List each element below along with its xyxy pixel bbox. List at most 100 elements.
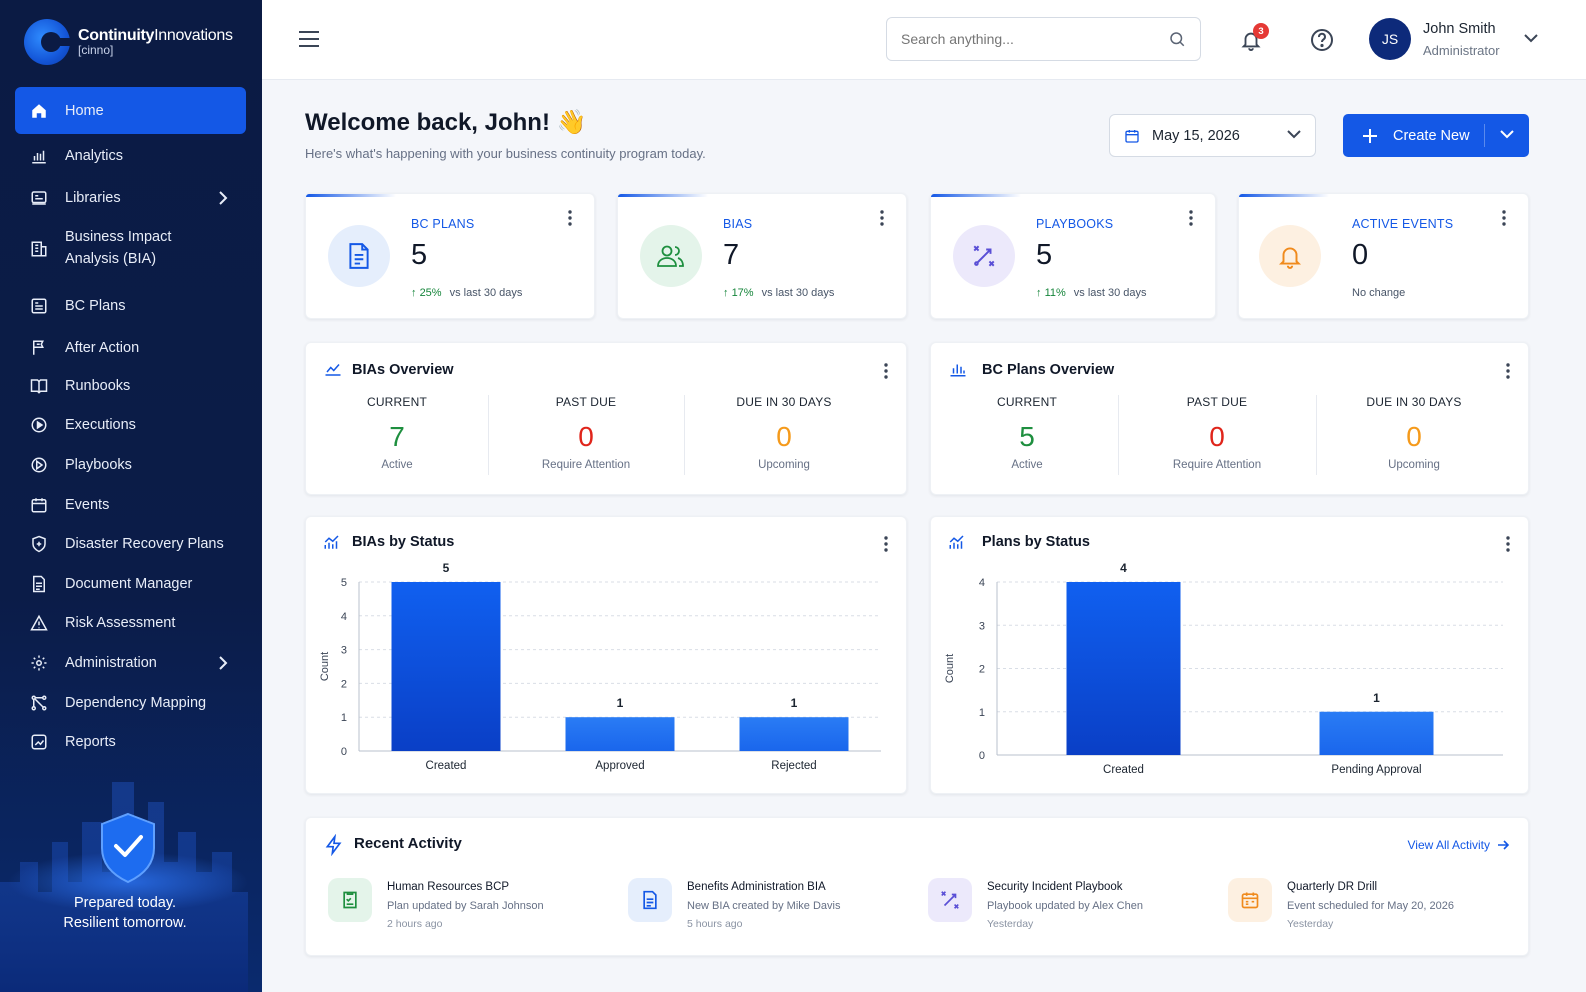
sidebar-item-bia[interactable]: Business Impact Analysis (BIA) — [15, 225, 246, 273]
sidebar-item-after-action[interactable]: After Action — [15, 328, 246, 368]
sidebar-item-runbooks[interactable]: Runbooks — [15, 366, 246, 406]
sidebar-item-label: After Action — [65, 340, 140, 356]
sidebar-item-bc-plans[interactable]: BC Plans — [15, 286, 246, 326]
sidebar-item-label: Disaster Recovery Plans — [65, 536, 224, 552]
calendar-icon — [29, 495, 49, 515]
activity-time: 2 hours ago — [387, 918, 443, 930]
y-tick-label: 4 — [341, 611, 347, 623]
search-input[interactable] — [901, 31, 1168, 47]
bar-pending-approval — [1319, 711, 1434, 755]
y-tick-label: 2 — [979, 664, 985, 676]
chevron-down-icon[interactable] — [1500, 129, 1514, 139]
bar-value-label: 4 — [1120, 561, 1127, 575]
search-icon[interactable] — [1168, 30, 1186, 48]
sidebar-tagline: Prepared today. Resilient tomorrow. — [0, 893, 250, 933]
y-axis-label: Count — [944, 654, 956, 683]
more-vertical-icon[interactable] — [884, 536, 888, 552]
playbook-icon — [29, 455, 49, 475]
more-vertical-icon[interactable] — [880, 210, 884, 226]
gear-icon — [29, 653, 49, 673]
sidebar-item-events[interactable]: Events — [15, 485, 246, 525]
chevron-right-icon — [218, 191, 228, 205]
bar-created — [1066, 582, 1181, 755]
sidebar-item-libraries[interactable]: Libraries — [15, 178, 246, 218]
page-subtitle: Here's what's happening with your busine… — [305, 146, 706, 161]
bias-status-bar-chart: 0 1 2 3 4 5 Count 5 Created 1 Approved 1 Rejected — [319, 561, 881, 772]
playbook-icon — [928, 878, 972, 922]
menu-icon[interactable] — [298, 30, 320, 48]
sidebar-item-playbooks[interactable]: Playbooks — [15, 445, 246, 485]
kpi-trend: ↑ 11% vs last 30 days — [1036, 287, 1147, 299]
plans-doc-icon — [328, 225, 390, 287]
play-circle-icon — [29, 415, 49, 435]
date-picker[interactable]: May 15, 2026 — [1109, 114, 1316, 157]
kpi-card-bias[interactable]: BIAS 7 ↑ 17% vs last 30 days — [617, 193, 907, 319]
topbar: 3 JS John Smith Administrator — [262, 0, 1586, 80]
overview-past-due: PAST DUE 0 Require Attention — [1172, 395, 1262, 471]
overview-current: CURRENT 5 Active — [996, 395, 1058, 471]
kpi-card-active-events[interactable]: ACTIVE EVENTS 0 No change — [1238, 193, 1529, 319]
sidebar-item-executions[interactable]: Executions — [15, 405, 246, 445]
x-tick-label: Pending Approval — [1331, 764, 1421, 776]
kpi-card-playbooks[interactable]: PLAYBOOKS 5 ↑ 11% vs last 30 days — [930, 193, 1216, 319]
arrow-right-icon — [1498, 840, 1510, 850]
sidebar-item-label: Home — [65, 102, 104, 119]
sidebar-item-reports[interactable]: Reports — [15, 722, 246, 762]
activity-title: Benefits Administration BIA — [687, 881, 826, 893]
create-new-button[interactable]: Create New — [1343, 114, 1529, 157]
lightning-icon — [324, 834, 344, 856]
bias-overview-card: BIAs Overview CURRENT 7 Active PAST DUE 0 Re… — [305, 342, 907, 495]
more-vertical-icon[interactable] — [1502, 210, 1506, 226]
search-box[interactable] — [886, 17, 1201, 61]
help-icon[interactable] — [1310, 28, 1334, 52]
view-all-activity-link[interactable]: View All Activity — [1408, 838, 1510, 852]
sidebar-item-label: Document Manager — [65, 576, 193, 592]
y-axis-label: Count — [319, 652, 331, 681]
chart-title: BIAs by Status — [352, 534, 455, 550]
network-icon — [29, 693, 49, 713]
plans-icon — [29, 296, 49, 316]
bar-created — [391, 582, 501, 751]
sidebar-item-dr-plans[interactable]: Disaster Recovery Plans — [15, 524, 246, 564]
activity-time: Yesterday — [1287, 918, 1334, 930]
kpi-card-bc-plans[interactable]: BC PLANS 5 ↑ 25% vs last 30 days — [305, 193, 595, 319]
avatar[interactable]: JS — [1369, 18, 1411, 60]
create-new-label: Create New — [1393, 127, 1470, 144]
sidebar-item-home[interactable]: Home — [15, 87, 246, 134]
sidebar-item-risk-assessment[interactable]: Risk Assessment — [15, 603, 246, 643]
more-vertical-icon[interactable] — [1506, 536, 1510, 552]
activity-desc: New BIA created by Mike Davis — [687, 900, 841, 912]
flag-icon — [29, 338, 49, 358]
more-vertical-icon[interactable] — [1189, 210, 1193, 226]
user-role: Administrator — [1423, 43, 1500, 58]
analytics-icon — [29, 146, 49, 166]
x-tick-label: Rejected — [771, 760, 816, 772]
bar-chart-icon — [949, 361, 967, 377]
sidebar-item-label: Runbooks — [65, 378, 131, 394]
sidebar: ContinuityInnovations [cinno] Home Analy… — [0, 0, 262, 992]
date-value: May 15, 2026 — [1152, 127, 1240, 144]
more-vertical-icon[interactable] — [1506, 363, 1510, 379]
library-icon — [29, 188, 49, 208]
plans-status-bar-chart: 0 1 2 3 4 Count 4 Created 1 Pending Approval — [944, 561, 1503, 776]
sidebar-item-analytics[interactable]: Analytics — [15, 136, 246, 176]
kpi-trend: ↑ 25% vs last 30 days — [411, 287, 523, 299]
calendar-icon — [1228, 878, 1272, 922]
book-icon — [29, 376, 49, 396]
kpi-value: 7 — [723, 239, 740, 271]
activity-desc: Playbook updated by Alex Chen — [987, 900, 1143, 912]
bell-icon — [1259, 225, 1321, 287]
bc-plans-overview-card: BC Plans Overview CURRENT 5 Active PAST DU… — [930, 342, 1529, 495]
more-vertical-icon[interactable] — [884, 363, 888, 379]
user-name[interactable]: John Smith — [1423, 21, 1496, 37]
recent-activity-card: Recent Activity View All Activity Human … — [305, 817, 1529, 956]
brand-logo[interactable]: ContinuityInnovations [cinno] — [24, 19, 233, 65]
building-icon — [29, 239, 49, 259]
sidebar-item-document-manager[interactable]: Document Manager — [15, 564, 246, 604]
more-vertical-icon[interactable] — [568, 210, 572, 226]
sidebar-item-administration[interactable]: Administration — [15, 643, 246, 683]
report-icon — [29, 732, 49, 752]
chevron-down-icon[interactable] — [1524, 33, 1538, 43]
sidebar-item-label: Dependency Mapping — [65, 695, 207, 711]
sidebar-item-dependency-mapping[interactable]: Dependency Mapping — [15, 683, 246, 723]
